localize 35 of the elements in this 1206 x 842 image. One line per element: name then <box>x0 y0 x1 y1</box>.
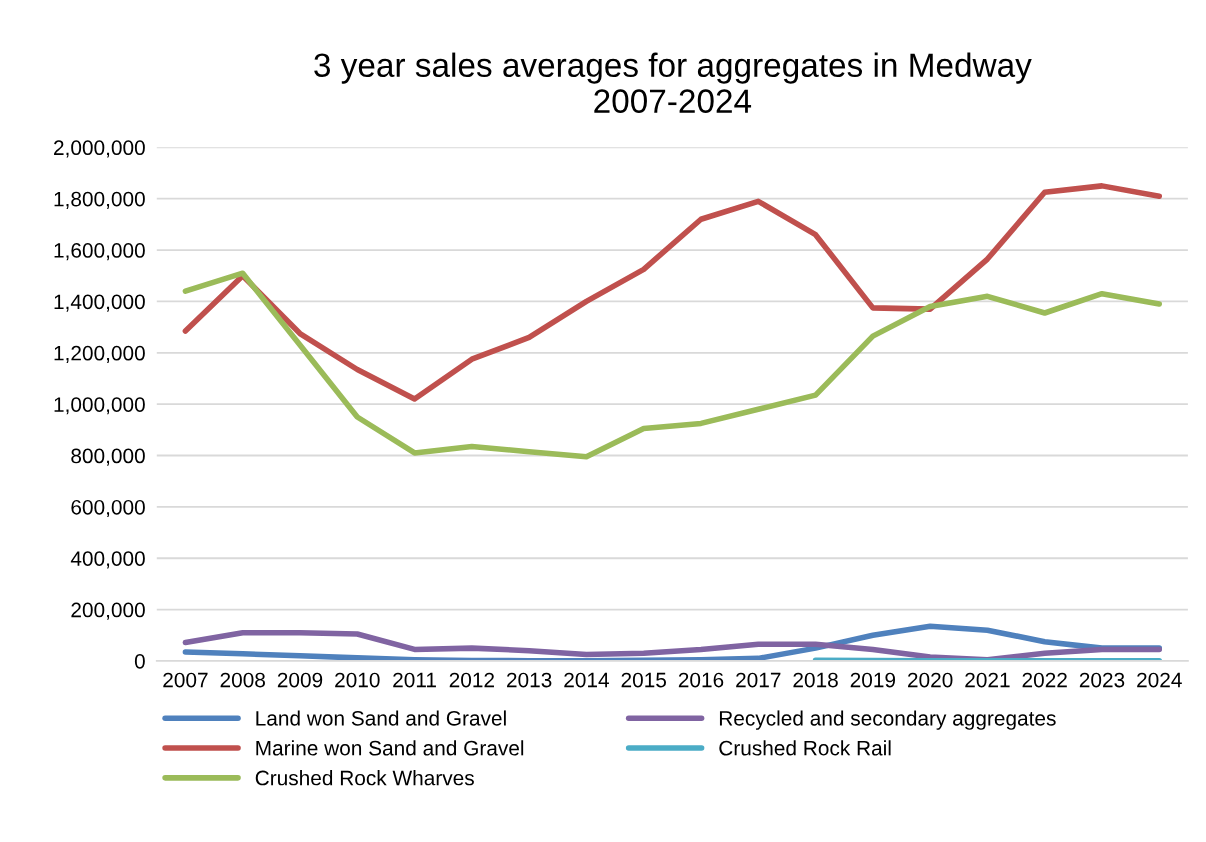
x-tick-label: 2010 <box>335 672 380 688</box>
x-tick-label: 2012 <box>449 672 494 688</box>
y-tick-label: 1,800,000 <box>54 191 145 209</box>
legend-label: Crushed Rock Rail <box>719 740 891 756</box>
chart-title: 3 year sales averages for aggregates in Medway 2007-2024 <box>314 52 1032 113</box>
x-tick-label: 2018 <box>793 672 838 688</box>
x-tick-label: 2007 <box>163 672 208 688</box>
x-tick-label: 2019 <box>850 672 896 688</box>
y-tick-label: 200,000 <box>71 602 145 620</box>
y-tick-label: 400,000 <box>70 551 145 569</box>
x-tick-label: 2022 <box>1022 672 1067 688</box>
y-tick-label: 0 <box>134 653 145 669</box>
x-tick-label: 2023 <box>1079 672 1125 688</box>
x-tick-label: 2021 <box>965 672 1010 688</box>
x-tick-label: 2020 <box>908 672 953 688</box>
y-tick-label: 1,000,000 <box>54 397 145 415</box>
x-tick-label: 2024 <box>1137 672 1182 688</box>
y-tick-label: 1,200,000 <box>54 345 145 364</box>
x-tick-label: 2013 <box>507 672 552 688</box>
y-tick-label: 1,600,000 <box>54 243 145 261</box>
x-tick-label: 2016 <box>678 672 724 688</box>
x-tick-label: 2017 <box>736 672 781 688</box>
y-tick-label: 800,000 <box>71 448 145 466</box>
legend-label: Crushed Rock Wharves <box>255 770 474 786</box>
legend-label: Recycled and secondary aggregates <box>719 710 1056 730</box>
y-tick-label: 600,000 <box>71 499 145 518</box>
x-tick-label: 2011 <box>393 672 436 688</box>
x-tick-label: 2014 <box>564 672 609 688</box>
legend-label: Land won Sand and Gravel <box>256 710 506 726</box>
y-tick-label: 1,400,000 <box>54 294 145 312</box>
y-tick-label: 2,000,000 <box>54 140 145 158</box>
legend-label: Marine won Sand and Gravel <box>256 740 524 756</box>
x-tick-label: 2009 <box>277 672 323 688</box>
x-tick-label: 2008 <box>220 672 265 688</box>
x-tick-label: 2015 <box>621 672 666 688</box>
